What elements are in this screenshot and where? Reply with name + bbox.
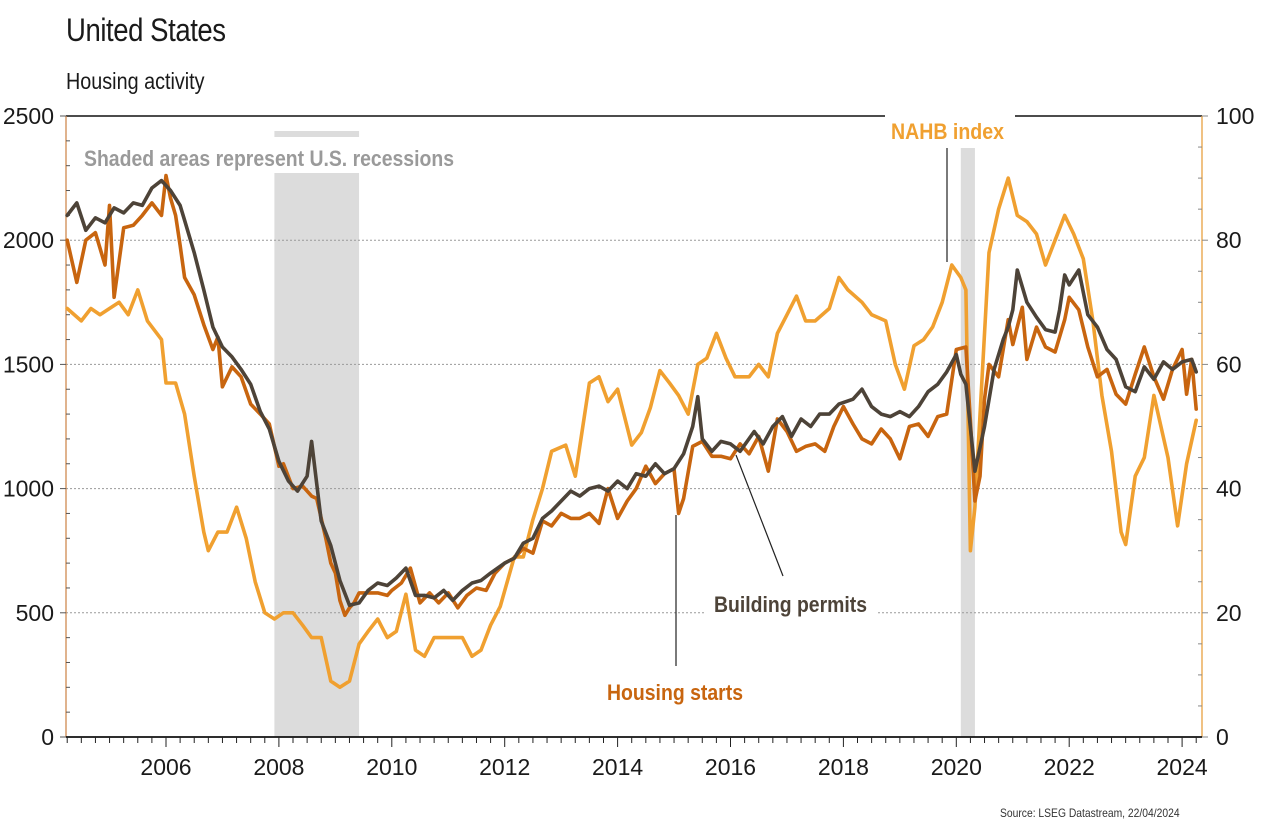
right-tick-label: 20 — [1216, 600, 1242, 626]
x-tick-label: 2008 — [253, 754, 304, 780]
x-tick-label: 2022 — [1044, 754, 1095, 780]
left-tick-label: 1000 — [3, 476, 54, 502]
left-tick-label: 2000 — [3, 227, 54, 253]
recession-note-background — [80, 137, 460, 173]
series-lines — [65, 173, 1198, 690]
housing-starts-line — [65, 173, 1198, 618]
source-note: Source: LSEG Datastream, 22/04/2024 — [1000, 806, 1180, 820]
x-tick-label: 2006 — [140, 754, 191, 780]
building-permits-label: Building permits — [714, 592, 867, 617]
chart-subtitle: Housing activity — [66, 68, 205, 94]
x-tick-label: 2014 — [592, 754, 643, 780]
nahb-index-line — [65, 176, 1198, 690]
right-tick-label: 60 — [1216, 351, 1242, 377]
housing-starts-label: Housing starts — [607, 680, 743, 705]
left-tick-label: 1500 — [3, 351, 54, 377]
building-permits-line — [65, 178, 1198, 608]
annotations: Shaded areas represent U.S. recessions N… — [80, 108, 1015, 705]
x-tick-label: 2010 — [366, 754, 417, 780]
x-tick-label: 2016 — [705, 754, 756, 780]
axes: 0 500 1000 1500 2000 2500 0 20 40 60 80 100 2006 2008… — [3, 103, 1255, 780]
gridlines — [66, 239, 1202, 614]
recession-bands — [274, 131, 975, 737]
building-permits-leader-line — [735, 454, 784, 577]
recession-band — [274, 131, 360, 737]
right-tick-label: 0 — [1216, 724, 1229, 750]
recession-note: Shaded areas represent U.S. recessions — [84, 146, 454, 171]
left-tick-label: 500 — [16, 600, 54, 626]
nahb-index-label: NAHB index — [891, 119, 1005, 144]
building-permits-label-background — [705, 585, 877, 621]
left-tick-label: 2500 — [3, 103, 54, 129]
x-tick-label: 2018 — [818, 754, 869, 780]
chart-title: United States — [66, 12, 226, 48]
x-tick-label: 2024 — [1157, 754, 1208, 780]
x-tick-label: 2020 — [931, 754, 982, 780]
x-tick-label: 2012 — [479, 754, 530, 780]
right-tick-label: 100 — [1216, 103, 1254, 129]
right-tick-label: 80 — [1216, 227, 1242, 253]
right-tick-label: 40 — [1216, 476, 1242, 502]
nahb-label-background — [885, 108, 1015, 148]
left-tick-label: 0 — [41, 724, 54, 750]
